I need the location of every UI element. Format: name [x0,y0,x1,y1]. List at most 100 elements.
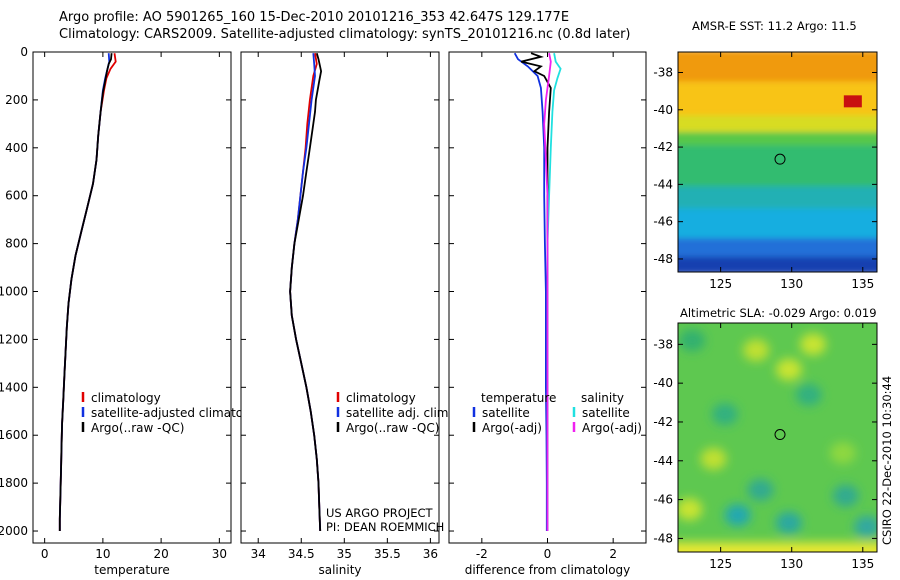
difference-xlabel: difference from climatology [465,563,631,577]
sla-map-ytick-label: -48 [653,531,673,545]
sla-map-ytick-label: -38 [653,337,673,351]
figure-title-line1: Argo profile: AO 5901265_160 15-Dec-2010… [59,10,570,25]
sst-map-band [678,208,877,243]
diff-legend-label-temp: Argo(-adj) [482,421,542,435]
sla-map-title: Altimetric SLA: -0.029 Argo: 0.019 [680,306,877,320]
sla-map: 125 130 135 -38 -40 -42 -44 -46 -48 [653,322,878,571]
sst-map-title: AMSR-E SST: 11.2 Argo: 11.5 [692,19,857,33]
sla-map-base [678,323,877,552]
diff-legend-title-salinity: salinity [581,391,624,405]
salinity-xlabel: salinity [318,563,361,577]
salinity-xtick-label: 36 [423,547,438,561]
sla-map-blob [795,383,822,406]
sla-map-blob [775,358,802,381]
sla-map-blob [800,333,827,356]
depth-tick-label: 2000 [0,524,28,538]
salinity-xtick-label: 34.5 [288,547,315,561]
temperature-xtick-label: 10 [95,547,110,561]
salinity-xtick-label: 35.5 [374,547,401,561]
panel-difference: -2 0 2 difference from climatology temperatu… [448,51,647,577]
sst-map-hot-spot [843,95,862,108]
diff-legend-label-sal: Argo(-adj) [582,421,642,435]
temperature-legend-label: Argo(..raw -QC) [91,421,184,435]
sst-map-xtick-label: 135 [851,277,874,291]
sla-map-argo-marker [774,429,786,441]
sst-map-ytick-label: -46 [653,215,673,229]
temperature-frame [32,51,232,544]
figure-title-line2: Climatology: CARS2009. Satellite-adjuste… [59,27,631,42]
sst-map-bands [678,52,877,272]
sla-map-blob [775,511,802,534]
salinity-xtick-label: 35 [337,547,352,561]
sla-map-image [678,323,877,552]
sla-map-ytick-label: -46 [653,493,673,507]
temperature-series-line [58,53,113,531]
sla-map-ytick-label: -44 [653,454,673,468]
sla-map-xtick-label: 130 [780,557,803,571]
depth-tick-label: 0 [20,45,28,59]
difference-xtick-label: -2 [476,547,488,561]
salinity-series-line [289,52,323,532]
depth-tick-label: 400 [5,141,28,155]
salinity-legend-label: climatology [346,391,416,405]
sst-map-band [678,132,877,150]
temperature-legend-label: climatology [91,391,161,405]
panel-salinity: 34 34.5 35 35.5 36 salinity climatologysatelli… [240,51,452,577]
sst-map-argo-marker [774,153,786,165]
temperature-xtick-label: 0 [41,547,49,561]
sla-map-blob [854,515,877,538]
sla-map-blob [711,403,738,426]
sla-map-xtick-label: 125 [709,557,732,571]
temperature-legend-label: satellite-adjusted climatology [91,406,269,420]
sla-map-blob [747,478,774,501]
project-note-line1: US ARGO PROJECT [326,506,434,520]
depth-tick-label: 1400 [0,380,28,394]
sst-map-band [678,238,877,261]
difference-series-line [543,53,552,531]
sla-map-blob [700,447,727,470]
sst-map-xtick-label: 125 [709,277,732,291]
sst-map-xtick-label: 130 [780,277,803,291]
sst-map-band [678,115,877,137]
sst-map-frame [677,51,878,273]
sst-map-band [678,81,877,120]
panel-temperature: 0 10 20 30 0 200 400 600 800 1000 1200 1400 1600 1800… [0,45,269,577]
difference-series-line [513,52,548,531]
diff-legend-label-sal: satellite [582,406,630,420]
sla-map-blob [832,484,859,507]
sst-map-band [678,52,877,86]
sla-map-bottom-band [678,542,877,552]
sla-map-blob [724,504,751,527]
sst-map: 125 130 135 -38 -40 -42 -44 -46 -48 [653,51,878,291]
sla-map-blob [679,329,706,352]
sst-map-ytick-label: -40 [653,103,673,117]
sst-map-ytick-label: -42 [653,140,673,154]
sla-map-xtick-label: 135 [851,557,874,571]
depth-tick-label: 600 [5,189,28,203]
difference-xtick-label: 0 [544,547,552,561]
depth-tick-label: 1800 [0,476,28,490]
sst-map-ytick-label: -48 [653,252,673,266]
project-note-line2: PI: DEAN ROEMMICH [326,520,444,534]
diff-legend-label-temp: satellite [482,406,530,420]
sst-map-band [678,145,877,191]
temperature-xtick-label: 30 [212,547,227,561]
sst-map-ytick-label: -38 [653,66,673,80]
sla-map-blob [678,498,703,521]
sla-map-ytick-label: -40 [653,376,673,390]
sla-map-ytick-label: -42 [653,415,673,429]
depth-tick-label: 1200 [0,332,28,346]
temperature-xlabel: temperature [94,563,169,577]
depth-tick-label: 1000 [0,285,28,299]
diff-legend-title-temperature: temperature [481,391,556,405]
salinity-frame [240,51,440,544]
salinity-legend-label: Argo(..raw -QC) [346,421,439,435]
depth-tick-label: 800 [5,237,28,251]
salinity-legend-label: satellite adj. clim. [346,406,452,420]
difference-xtick-label: 2 [609,547,617,561]
sla-map-blobs [678,329,877,552]
sst-map-image [678,52,877,272]
sst-map-ytick-label: -44 [653,177,673,191]
sla-map-blob [743,339,770,362]
